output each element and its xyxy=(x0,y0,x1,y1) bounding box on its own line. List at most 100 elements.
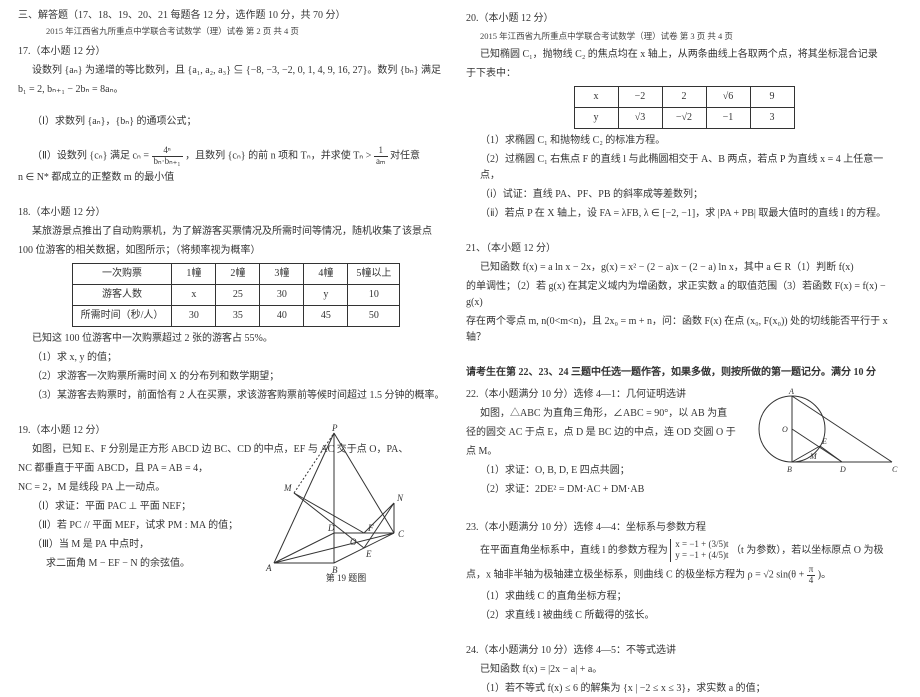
question-22: AO BD CE M 22.（本小题满分 10 分）选修 4—1：几何证明选讲 … xyxy=(466,384,902,501)
q20-sub: 2015 年江西省九所重点中学联合考试数学（理）试卷 第 3 页 共 4 页 xyxy=(466,30,902,44)
svg-text:E: E xyxy=(821,437,827,446)
q19-p3b: 求二面角 M − EF − N 的余弦值。 xyxy=(18,556,248,572)
q18-line1: 某旅游景点推出了自动购票机，为了解游客买票情况及所需时间等情况，随机收集了该景点 xyxy=(18,224,454,240)
q17-frac2: 1 aₘ xyxy=(374,146,388,167)
th: 2幢 xyxy=(216,263,260,284)
cell: −2 xyxy=(618,86,662,107)
q24-line1: 已知函数 f(x) = |2x − a| + a。 xyxy=(466,662,902,678)
table-row: 游客人数 x 25 30 y 10 xyxy=(72,284,400,305)
section-header: 三、解答题（17、18、19、20、21 每题各 12 分，选作题 10 分，共… xyxy=(18,8,454,40)
q19-p3: （Ⅲ）当 M 是 PA 中点时， xyxy=(18,537,248,553)
cell: −√2 xyxy=(662,107,706,128)
q23-frac: π 4 xyxy=(807,565,816,586)
cell: 45 xyxy=(304,305,348,326)
q23-num: 23.（本小题满分 10 分）选修 4—4：坐标系与参数方程 xyxy=(466,520,902,536)
q19-p2: （Ⅱ）若 PC // 平面 MEF，试求 PM : MA 的值； xyxy=(18,518,248,534)
th: 1幢 xyxy=(172,263,216,284)
q23-l1a: 在平面直角坐标系中，直线 l 的参数方程为 xyxy=(480,545,670,556)
svg-text:B: B xyxy=(787,465,792,474)
cell: 40 xyxy=(260,305,304,326)
q17-num: 17.（本小题 12 分） xyxy=(18,44,454,60)
q17-part2: （Ⅱ）设数列 {cₙ} 满足 cₙ = 4ⁿ bₙ·bₙ₊₁ ，且数列 {cₙ}… xyxy=(18,146,454,167)
svg-text:A: A xyxy=(788,387,794,396)
question-23: 23.（本小题满分 10 分）选修 4—4：坐标系与参数方程 在平面直角坐标系中… xyxy=(466,520,902,624)
cell: x xyxy=(172,284,216,305)
svg-text:O: O xyxy=(350,537,357,547)
q23-cases: x = −1 + (3/5)t y = −1 + (4/5)t xyxy=(670,539,728,562)
q23-l1b: （t 为参数），若以坐标原点 O 为极 xyxy=(731,545,884,556)
q18-line2: 100 位游客的相关数据，如图所示；（将频率视为概率） xyxy=(18,243,454,259)
q17-line1: 设数列 {aₙ} 为递增的等比数列，且 {a₁, a₂, a₃} ⊆ {−8, … xyxy=(18,63,454,79)
q18-table: 一次购票 1幢 2幢 3幢 4幢 5幢以上 游客人数 x 25 30 y 10 … xyxy=(72,263,401,327)
svg-text:B: B xyxy=(332,565,338,575)
cell: 10 xyxy=(348,284,400,305)
q18-num: 18.（本小题 12 分） xyxy=(18,205,454,221)
q19-line3: NC = 2，M 是线段 PA 上一动点。 xyxy=(18,480,248,496)
q23-line2: 点，x 轴非半轴为极轴建立极坐标系，则曲线 C 的极坐标方程为 ρ = √2 s… xyxy=(466,565,902,586)
table-row: y √3 −√2 −1 3 xyxy=(574,107,794,128)
q21-line3: 存在两个零点 m, n(0<m<n)，且 2x₀ = m + n，问：函数 F(… xyxy=(466,314,902,346)
q17-p2a: （Ⅱ）设数列 {cₙ} 满足 cₙ = xyxy=(32,151,152,162)
cell: 30 xyxy=(260,284,304,305)
q21-num: 21、（本小题 12 分） xyxy=(466,241,902,257)
svg-text:O: O xyxy=(782,425,788,434)
q17-p2d: n ∈ N* 都成立的正整数 m 的最小值 xyxy=(18,170,454,186)
header-text: 三、解答题（17、18、19、20、21 每题各 12 分，选作题 10 分，共… xyxy=(18,10,346,21)
cell: 9 xyxy=(750,86,794,107)
cell: 25 xyxy=(216,284,260,305)
q17-p2b: ，且数列 {cₙ} 的前 n 项和 Tₙ，并求使 Tₙ > xyxy=(185,151,374,162)
row-label: x xyxy=(574,86,618,107)
cell: 3 xyxy=(750,107,794,128)
q22-figure: AO BD CE M xyxy=(752,384,902,484)
q19-p1: （Ⅰ）求证：平面 PAC ⊥ 平面 NEF； xyxy=(18,499,248,515)
svg-text:M: M xyxy=(809,452,818,461)
q19-figure: P M A B C D E F N O xyxy=(244,423,444,583)
q19-line2: NC 都垂直于平面 ABCD，且 PA = AB = 4， xyxy=(18,461,248,477)
svg-text:N: N xyxy=(396,493,404,503)
q23-line1: 在平面直角坐标系中，直线 l 的参数方程为 x = −1 + (3/5)t y … xyxy=(466,539,902,562)
q20-p2: （2）过椭圆 C₁ 右焦点 F 的直线 l 与此椭圆相交于 A、B 两点，若点 … xyxy=(466,152,902,184)
question-19: 19.（本小题 12 分） 如图，已知 E、F 分别是正方形 ABCD 边 BC… xyxy=(18,423,454,585)
cell: −1 xyxy=(706,107,750,128)
q17-p2c: 对任意 xyxy=(390,151,420,162)
question-21: 21、（本小题 12 分） 已知函数 f(x) = a ln x − 2x，g(… xyxy=(466,241,902,346)
q17-part1: （Ⅰ）求数列 {aₙ}，{bₙ} 的通项公式； xyxy=(18,114,454,130)
q17-line2: b₁ = 2, bₙ₊₁ − 2bₙ = 8aₙ。 xyxy=(18,82,454,98)
th: 一次购票 xyxy=(72,263,172,284)
q20-p2a: （ⅰ）试证：直线 PA、PF、PB 的斜率成等差数列； xyxy=(466,187,902,203)
svg-text:D: D xyxy=(839,465,846,474)
question-20: 20.（本小题 12 分） 2015 年江西省九所重点中学联合考试数学（理）试卷… xyxy=(466,11,902,222)
q23-l2a: 点，x 轴非半轴为极轴建立极坐标系，则曲线 C 的极坐标方程为 ρ = √2 s… xyxy=(466,570,807,581)
q20-table: x −2 2 √6 9 y √3 −√2 −1 3 xyxy=(574,86,795,129)
right-column: 20.（本小题 12 分） 2015 年江西省九所重点中学联合考试数学（理）试卷… xyxy=(460,8,908,643)
q23-l2b: )。 xyxy=(818,570,831,581)
cell: 50 xyxy=(348,305,400,326)
q20-line1: 已知椭圆 C₁，抛物线 C₂ 的焦点均在 x 轴上，从两条曲线上各取两个点，将其… xyxy=(466,47,902,63)
q24-p1: （1）若不等式 f(x) ≤ 6 的解集为 {x | −2 ≤ x ≤ 3}，求… xyxy=(466,681,902,697)
row-label: 游客人数 xyxy=(72,284,172,305)
table-row: x −2 2 √6 9 xyxy=(574,86,794,107)
q23-p2: （2）求直线 l 被曲线 C 所截得的弦长。 xyxy=(466,608,902,624)
question-18: 18.（本小题 12 分） 某旅游景点推出了自动购票机，为了解游客买票情况及所需… xyxy=(18,205,454,404)
q20-p2b: （ⅱ）若点 P 在 X 轴上，设 FA = λFB, λ ∈ [−2, −1]，… xyxy=(466,206,902,222)
svg-text:F: F xyxy=(367,523,374,533)
q20-p1: （1）求椭圆 C₁ 和抛物线 C₂ 的标准方程。 xyxy=(466,133,902,149)
cell: 35 xyxy=(216,305,260,326)
page-info: 2015 年江西省九所重点中学联合考试数学（理）试卷 第 2 页 共 4 页 xyxy=(18,26,299,36)
q18-line3: 已知这 100 位游客中一次购票超过 2 张的游客占 55%。 xyxy=(18,331,454,347)
cell: 30 xyxy=(172,305,216,326)
q17-frac1: 4ⁿ bₙ·bₙ₊₁ xyxy=(152,146,183,167)
svg-text:M: M xyxy=(283,483,292,493)
cell: √6 xyxy=(706,86,750,107)
row-label: 所需时间（秒/人） xyxy=(72,305,172,326)
q20-line2: 于下表中： xyxy=(466,66,902,82)
q23-p1: （1）求曲线 C 的直角坐标方程； xyxy=(466,589,902,605)
table-row: 一次购票 1幢 2幢 3幢 4幢 5幢以上 xyxy=(72,263,400,284)
svg-text:D: D xyxy=(327,523,335,533)
th: 3幢 xyxy=(260,263,304,284)
q18-p3: （3）某游客去购票时，前面恰有 2 人在买票，求该游客购票前等候时间超过 1.5… xyxy=(18,388,454,404)
q21-line2: 的单调性；（2）若 g(x) 在其定义域内为增函数，求正实数 a 的取值范围（3… xyxy=(466,279,902,311)
table-row: 所需时间（秒/人） 30 35 40 45 50 xyxy=(72,305,400,326)
th: 5幢以上 xyxy=(348,263,400,284)
q21-line1: 已知函数 f(x) = a ln x − 2x，g(x) = x² − (2 −… xyxy=(466,260,902,276)
